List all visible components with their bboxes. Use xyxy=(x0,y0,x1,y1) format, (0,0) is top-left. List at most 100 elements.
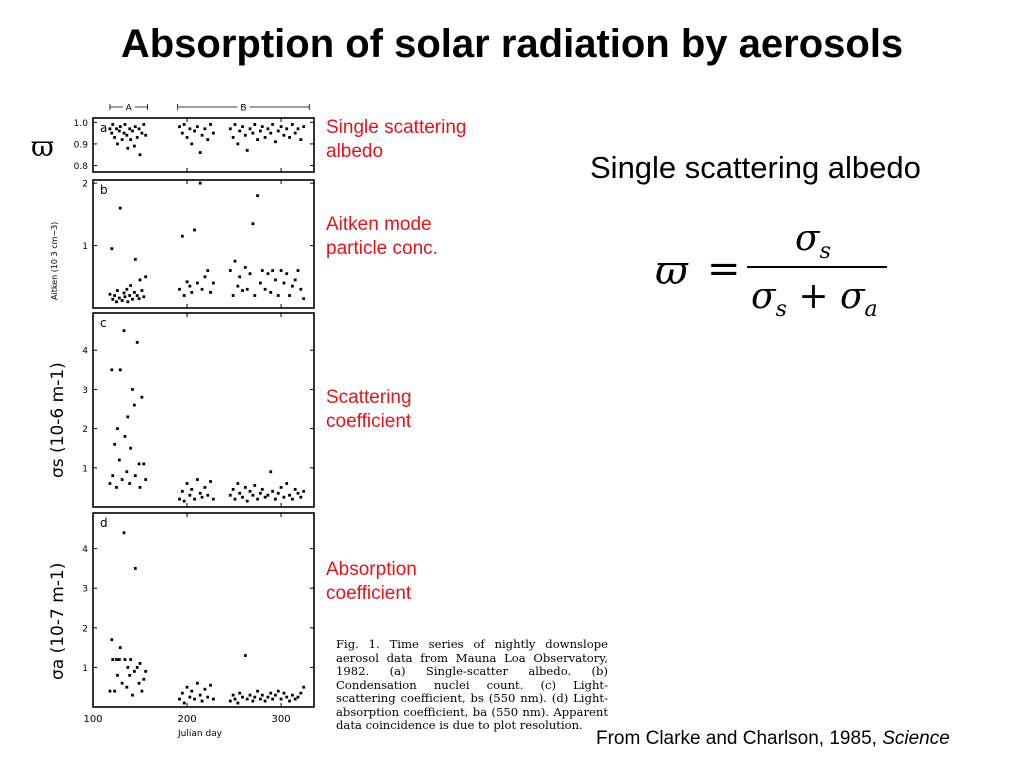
data-point xyxy=(203,486,207,489)
data-point xyxy=(271,123,275,126)
data-point xyxy=(180,489,184,493)
y-tick-label: 4 xyxy=(82,545,88,555)
data-point xyxy=(302,297,306,301)
data-point xyxy=(195,681,199,685)
annotation-b-line1: Aitken mode xyxy=(326,214,432,235)
data-point xyxy=(132,290,136,294)
data-point xyxy=(188,695,192,699)
data-point xyxy=(269,691,273,695)
data-point xyxy=(128,482,132,485)
data-point xyxy=(241,695,244,699)
data-point xyxy=(200,287,204,291)
data-point xyxy=(198,491,202,495)
data-point xyxy=(258,697,262,701)
y-tick-label: 2 xyxy=(82,180,88,190)
data-point xyxy=(180,234,184,238)
data-point xyxy=(290,123,294,126)
data-point xyxy=(108,689,112,693)
data-point xyxy=(253,695,257,699)
data-point xyxy=(198,181,202,185)
data-point xyxy=(140,689,144,693)
y-tick-label: 1 xyxy=(82,242,88,252)
data-point xyxy=(209,290,212,294)
data-point xyxy=(256,497,259,501)
denominator-subscript-a: a xyxy=(864,297,878,323)
data-point xyxy=(128,294,132,297)
data-point xyxy=(195,281,199,285)
data-point xyxy=(122,329,126,333)
data-point xyxy=(238,691,242,695)
data-point xyxy=(113,689,117,693)
data-point xyxy=(279,125,283,129)
data-point xyxy=(113,294,117,297)
data-point xyxy=(140,395,144,399)
data-point xyxy=(120,478,124,481)
x-tick-label: 100 xyxy=(83,714,102,725)
data-point xyxy=(118,206,122,210)
figure-caption: Fig. 1. Time series of nightly downslope… xyxy=(336,637,608,732)
panel-frame-a xyxy=(92,117,315,173)
data-point xyxy=(126,666,130,669)
x-tick-label: 200 xyxy=(177,714,196,725)
data-point xyxy=(128,127,132,131)
data-point xyxy=(115,300,118,304)
data-point xyxy=(116,289,119,292)
data-point xyxy=(118,368,122,372)
annotation-c: Scattering coefficient xyxy=(326,386,412,434)
y-tick-label: 2 xyxy=(82,624,88,634)
panel-letter-d: d xyxy=(100,516,108,530)
denominator-sigma-s: σ xyxy=(751,276,776,317)
denominator-plus: + xyxy=(786,276,840,317)
data-point xyxy=(178,697,181,701)
data-point xyxy=(279,697,283,701)
data-point xyxy=(258,491,262,495)
formula-numerator: σs xyxy=(795,218,831,264)
data-point xyxy=(263,136,267,139)
data-point xyxy=(253,294,257,297)
data-point xyxy=(108,482,112,485)
data-point xyxy=(269,470,273,474)
data-point xyxy=(182,701,186,705)
data-point xyxy=(135,340,139,344)
x-tick-label: 300 xyxy=(272,714,291,725)
numerator-subscript: s xyxy=(819,239,831,265)
data-point xyxy=(125,470,129,474)
data-point xyxy=(117,296,121,300)
data-point xyxy=(144,669,148,673)
data-point xyxy=(185,136,189,139)
data-point xyxy=(274,693,277,697)
data-point xyxy=(290,497,294,501)
data-point xyxy=(132,403,136,407)
data-point xyxy=(111,658,115,661)
period-marker-label: A xyxy=(126,104,133,114)
data-point xyxy=(271,269,275,272)
data-point xyxy=(129,138,133,141)
data-point xyxy=(138,486,142,489)
data-point xyxy=(123,435,127,438)
panel-frame-c xyxy=(92,312,315,508)
data-point xyxy=(296,695,300,699)
data-point xyxy=(293,697,297,701)
data-point xyxy=(228,493,232,497)
data-point xyxy=(108,127,112,131)
data-point xyxy=(137,681,141,685)
data-point xyxy=(274,497,277,501)
data-point xyxy=(260,487,264,491)
data-point xyxy=(302,125,306,129)
data-point xyxy=(200,699,204,703)
y-tick-label: 1.0 xyxy=(74,119,89,129)
data-point xyxy=(190,290,194,294)
data-point xyxy=(276,294,280,297)
data-point xyxy=(211,131,215,135)
data-point xyxy=(243,486,247,489)
data-point xyxy=(236,701,240,705)
data-point xyxy=(116,427,119,431)
data-point xyxy=(131,388,134,391)
data-point xyxy=(233,497,237,501)
data-point xyxy=(122,531,126,535)
data-point xyxy=(236,142,240,146)
data-point xyxy=(271,697,275,701)
data-point xyxy=(135,666,139,669)
data-point xyxy=(290,693,294,697)
data-point xyxy=(266,127,270,131)
